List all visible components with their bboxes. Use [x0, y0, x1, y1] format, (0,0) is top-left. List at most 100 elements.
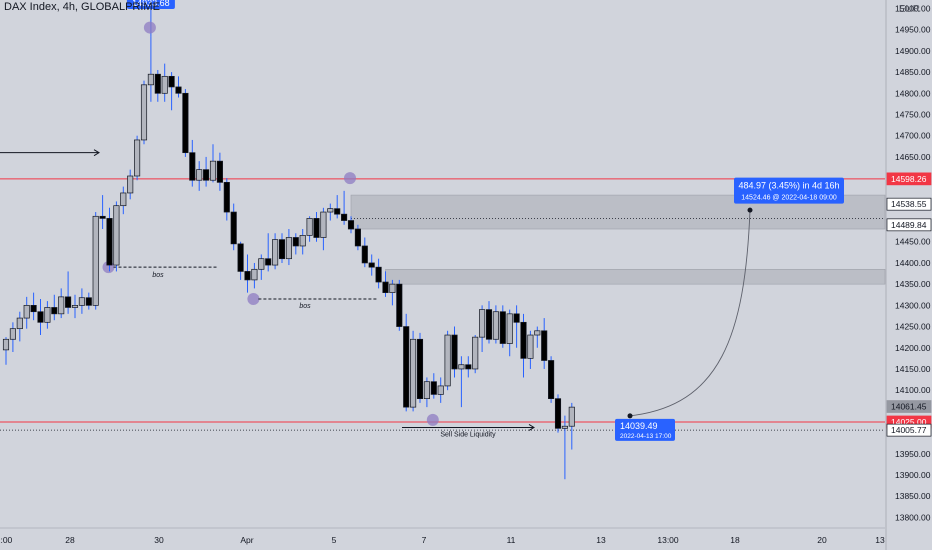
high-price-label: 14933.68 — [132, 0, 170, 8]
price-tag-bg — [886, 197, 932, 211]
candle-body — [382, 281, 389, 293]
price-axis[interactable]: 15000.00 14950.00 14900.00 14850.00 14800.00… — [885, 0, 931, 550]
price-tick-label: 14250.00 — [895, 322, 931, 332]
candle-body — [416, 338, 424, 400]
price-tick-label: 14200.00 — [895, 343, 931, 353]
swing-marker — [344, 172, 356, 185]
price-tick-label: 14300.00 — [895, 300, 931, 310]
candle-body — [209, 160, 217, 181]
candle-body — [99, 215, 106, 219]
time-tick-label: 13 — [596, 535, 606, 545]
price-labels-layer: 14598.26 14538.55 14489.84 14061.45 14025.00… — [886, 172, 932, 437]
candle-body — [513, 313, 520, 323]
candle-body — [389, 283, 396, 293]
time-tick-label: 13 — [875, 535, 885, 545]
candle-body — [182, 92, 189, 154]
candle-body — [541, 330, 548, 361]
candle-body — [327, 208, 334, 213]
price-tick-label: 14950.00 — [895, 25, 931, 35]
swing-marker — [143, 21, 156, 34]
candle-body — [568, 406, 575, 427]
candle-body — [437, 385, 444, 395]
candle-body — [499, 311, 506, 344]
price-tick-label: 14350.00 — [895, 279, 931, 289]
candle-body — [168, 75, 175, 88]
candle-body — [230, 211, 237, 245]
candle-body — [313, 218, 320, 238]
candle-body — [527, 334, 534, 359]
candle-body — [458, 364, 465, 370]
time-tick-label: 13:00 — [657, 535, 679, 545]
candle-body — [368, 262, 375, 268]
price-tag-bg — [886, 423, 932, 437]
price-tick-label: 14150.00 — [895, 364, 931, 374]
candle-body — [285, 237, 292, 260]
time-axis[interactable]: 2:00 28 30 Apr 5 7 11 13 13:00 18 20 13 — [0, 527, 885, 545]
price-tick-label: 14700.00 — [895, 131, 931, 141]
candles-layer — [2, 36, 575, 480]
price-tick-label: 13900.00 — [895, 470, 931, 480]
price-tag: 14489.84 — [891, 220, 927, 230]
candle-body — [430, 381, 437, 395]
entry-time-label: 2022-04-13 17:00 — [620, 433, 672, 440]
candle-body — [2, 338, 10, 351]
projection-label-bg — [734, 177, 844, 204]
price-tag: 14598.26 — [891, 174, 927, 184]
candle-body — [65, 296, 72, 308]
candle-body — [320, 211, 327, 238]
time-tick-label: 30 — [154, 535, 164, 545]
candle-body — [451, 334, 458, 370]
candle-body — [361, 245, 368, 264]
candle-body — [140, 84, 148, 141]
projection-end-dot — [747, 207, 753, 213]
candle-body — [196, 169, 203, 181]
candle-body — [492, 311, 499, 340]
candle-body — [78, 297, 85, 306]
candle-body — [216, 160, 223, 183]
currency-label: EUR — [898, 4, 920, 15]
candle-body — [244, 271, 251, 281]
candle-body — [472, 336, 479, 370]
annotations-layer: 14933.68 bos bos Sell Side Liquidity 484.97 … — [0, 0, 844, 441]
candle-body — [237, 243, 244, 272]
price-tag-bg — [886, 218, 932, 232]
candle-body — [51, 307, 58, 315]
candle-body — [341, 213, 348, 221]
candle-body — [479, 309, 486, 338]
projection-label-main: 484.97 (3.45%) in 4d 16h — [738, 181, 839, 191]
price-tag: 14005.77 — [891, 425, 927, 435]
candle-body — [154, 73, 161, 94]
candle-body — [16, 317, 23, 330]
time-tick-label: 2:00 — [0, 535, 13, 545]
price-tick-label: 14900.00 — [895, 46, 931, 56]
candle-body — [92, 215, 99, 306]
price-tag: 14061.45 — [891, 402, 927, 412]
candle-body — [506, 313, 513, 344]
price-tick-label: 14400.00 — [895, 258, 931, 268]
candle-body — [485, 309, 493, 340]
candle-body — [120, 192, 127, 207]
time-tick-label: 28 — [65, 535, 75, 545]
candle-body — [375, 266, 382, 283]
candle-body — [30, 304, 37, 313]
candle-body — [161, 75, 168, 94]
candle-body — [272, 239, 279, 266]
candle-body — [554, 398, 562, 429]
candle-body — [465, 364, 472, 370]
price-tick-label: 13850.00 — [895, 491, 931, 501]
candle-body — [134, 139, 141, 177]
candle-body — [147, 73, 154, 86]
projection-label-sub: 14524.46 @ 2022-04-18 09:00 — [741, 195, 837, 202]
bos-label: bos — [152, 272, 164, 279]
swing-marker — [247, 292, 260, 305]
projection-start-dot — [627, 413, 633, 419]
candle-body — [354, 228, 361, 247]
candle-body — [444, 334, 451, 387]
candle-body — [265, 258, 272, 266]
candle-body — [561, 425, 568, 429]
candle-body — [334, 208, 341, 215]
candle-body — [9, 328, 16, 340]
price-tick-label: 14650.00 — [895, 152, 931, 162]
